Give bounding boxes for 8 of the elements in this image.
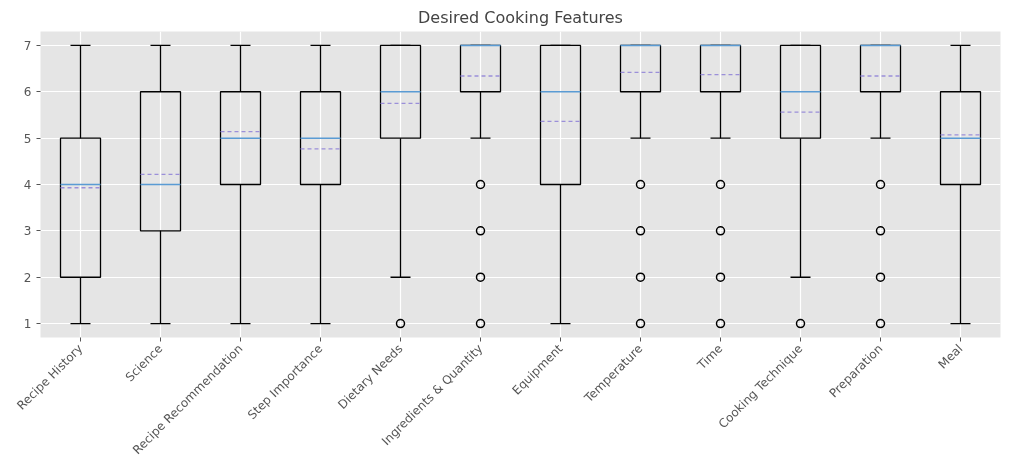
y-tick-label: 6 [23,85,32,100]
y-tick-label: 2 [23,270,32,285]
y-tick-label: 7 [23,38,32,53]
y-tick-label: 1 [23,317,32,332]
y-tick-label: 4 [23,178,32,192]
chart-title: Desired Cooking Features [418,7,623,27]
y-tick-label: 5 [23,131,32,146]
y-tick-label: 3 [23,224,32,239]
